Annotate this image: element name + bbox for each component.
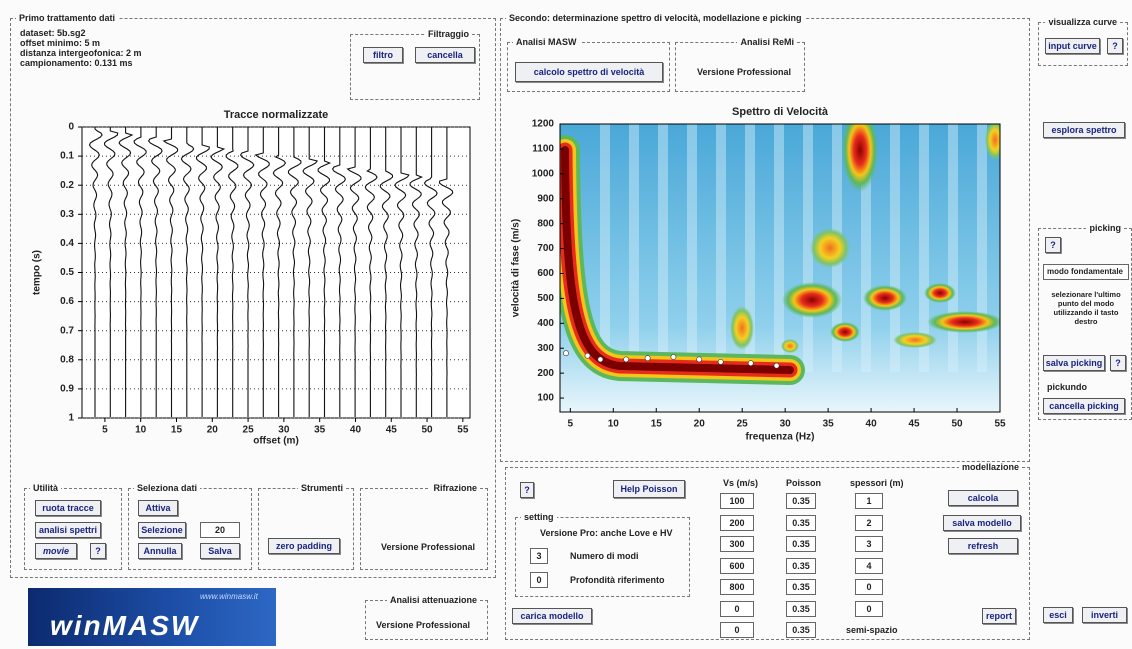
input-field[interactable]: 0.35: [786, 493, 816, 509]
label: Numero di modi: [570, 551, 639, 561]
input-field[interactable]: 0: [720, 601, 754, 617]
label: pickundo: [1047, 382, 1087, 392]
label: dataset: 5b.sg2: [20, 28, 86, 38]
button[interactable]: Salva: [200, 543, 240, 559]
input-field[interactable]: 3: [530, 548, 548, 564]
button[interactable]: movie: [35, 543, 77, 559]
label: Versione Professional: [381, 542, 475, 552]
button[interactable]: esplora spettro: [1043, 122, 1125, 138]
button[interactable]: salva modello: [943, 515, 1021, 531]
label: offset minimo: 5 m: [20, 38, 100, 48]
button[interactable]: ?: [520, 482, 534, 498]
input-field[interactable]: 0.35: [786, 558, 816, 574]
button[interactable]: inverti: [1082, 607, 1127, 623]
button[interactable]: filtro: [363, 47, 403, 63]
group-box: [350, 34, 480, 100]
button[interactable]: ?: [1110, 355, 1126, 371]
input-field[interactable]: 1: [855, 493, 883, 509]
input-field[interactable]: 0: [720, 622, 754, 638]
group-box: [258, 488, 354, 570]
input-field[interactable]: 0.35: [786, 579, 816, 595]
button[interactable]: analisi spettri: [35, 522, 101, 538]
button[interactable]: ?: [1045, 237, 1061, 253]
button[interactable]: refresh: [948, 538, 1018, 554]
input-field[interactable]: 0: [855, 579, 883, 595]
input-field[interactable]: 20: [200, 522, 240, 538]
group-title: Seleziona dati: [134, 483, 200, 493]
button[interactable]: Annulla: [138, 543, 182, 559]
button[interactable]: calcolo spettro di velocità: [515, 62, 663, 82]
dropdown[interactable]: modo fondamentale: [1043, 264, 1129, 280]
input-field[interactable]: 600: [720, 558, 754, 574]
input-field[interactable]: 0: [530, 572, 548, 588]
button[interactable]: salva picking: [1043, 355, 1105, 371]
input-field[interactable]: 100: [720, 493, 754, 509]
input-field[interactable]: 300: [720, 536, 754, 552]
button[interactable]: Attiva: [138, 500, 178, 516]
input-field[interactable]: 3: [855, 536, 883, 552]
label: campionamento: 0.131 ms: [20, 58, 133, 68]
input-field[interactable]: 0.35: [786, 515, 816, 531]
input-field[interactable]: 4: [855, 558, 883, 574]
input-field[interactable]: 0.35: [786, 622, 816, 638]
label: Versione Professional: [376, 620, 470, 630]
group-title: Analisi MASW: [513, 37, 580, 47]
button[interactable]: ?: [1107, 38, 1123, 54]
logo-name: winMASW: [50, 610, 199, 642]
button[interactable]: Help Poisson: [613, 480, 685, 498]
button[interactable]: carica modello: [512, 608, 592, 624]
button[interactable]: calcola: [948, 490, 1018, 506]
logo-url: www.winmasw.it: [200, 592, 258, 601]
label: Versione Pro: anche Love e HV: [540, 528, 673, 538]
input-field[interactable]: 0.35: [786, 601, 816, 617]
button[interactable]: esci: [1043, 607, 1073, 623]
button[interactable]: input curve: [1045, 38, 1100, 54]
group-title: Analisi attenuazione: [387, 595, 480, 605]
group-title: Strumenti: [298, 483, 346, 493]
button[interactable]: ?: [90, 543, 106, 559]
input-field[interactable]: 2: [855, 515, 883, 531]
button[interactable]: cancella: [415, 47, 475, 63]
group-title: modellazione: [959, 462, 1022, 472]
group-box: [360, 488, 488, 570]
button[interactable]: cancella picking: [1043, 398, 1125, 414]
button[interactable]: report: [982, 608, 1016, 624]
label: Profondità riferimento: [570, 575, 665, 585]
button[interactable]: zero padding: [268, 538, 340, 554]
label: distanza intergeofonica: 2 m: [20, 48, 142, 58]
group-title: Secondo: determinazione spettro di veloc…: [506, 13, 805, 23]
input-field[interactable]: 0: [855, 601, 883, 617]
group-title: visualizza curve: [1045, 17, 1120, 27]
winmasw-window: Tracce normalizzateoffset (m)tempo (s)00…: [0, 0, 1132, 649]
group-title: Primo trattamento dati: [16, 13, 118, 23]
group-title: Analisi ReMi: [737, 37, 797, 47]
group-title: picking: [1086, 223, 1124, 233]
label: Vs (m/s): [723, 478, 758, 488]
group-title: Rifrazione: [430, 483, 480, 493]
label: Poisson: [786, 478, 821, 488]
input-field[interactable]: 0.35: [786, 536, 816, 552]
group-title: setting: [521, 512, 557, 522]
label: spessori (m): [850, 478, 904, 488]
group-title: Filtraggio: [425, 29, 472, 39]
picking-note: selezionare l'ultimo punto del modo util…: [1042, 290, 1130, 330]
input-field[interactable]: 800: [720, 579, 754, 595]
button[interactable]: Selezione: [138, 522, 186, 538]
group-title: Utilità: [30, 483, 61, 493]
input-field[interactable]: 200: [720, 515, 754, 531]
button[interactable]: ruota tracce: [35, 500, 101, 516]
label: semi-spazio: [846, 625, 898, 635]
label: Versione Professional: [697, 67, 791, 77]
